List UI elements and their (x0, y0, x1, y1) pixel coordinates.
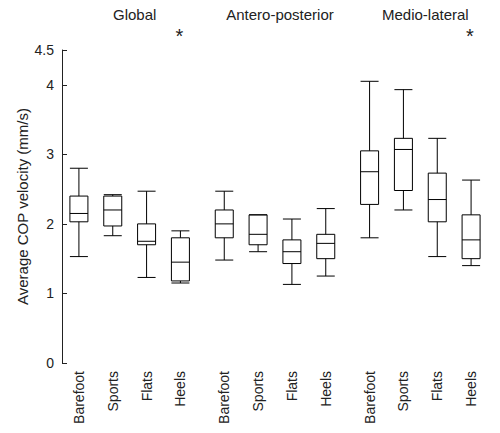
svg-text:Flats: Flats (429, 371, 445, 401)
svg-text:1: 1 (46, 285, 54, 301)
svg-text:Sports: Sports (105, 371, 121, 411)
svg-text:4.5: 4.5 (35, 42, 55, 58)
svg-text:3: 3 (46, 146, 54, 162)
svg-text:Heels: Heels (318, 371, 334, 407)
svg-text:Heels: Heels (172, 371, 188, 407)
svg-text:4: 4 (46, 77, 54, 93)
svg-text:Heels: Heels (463, 371, 479, 407)
svg-text:Sports: Sports (395, 371, 411, 411)
svg-text:Flats: Flats (284, 371, 300, 401)
svg-text:Barefoot: Barefoot (362, 371, 378, 424)
svg-text:Barefoot: Barefoot (71, 371, 87, 424)
svg-text:Flats: Flats (139, 371, 155, 401)
svg-text:2: 2 (46, 216, 54, 232)
svg-text:*: * (175, 25, 183, 47)
svg-text:*: * (466, 25, 474, 47)
svg-text:Barefoot: Barefoot (216, 371, 232, 424)
svg-text:Global: Global (113, 6, 156, 23)
svg-text:Sports: Sports (250, 371, 266, 411)
svg-text:Antero-posterior: Antero-posterior (226, 6, 334, 23)
svg-text:Medio-lateral: Medio-lateral (382, 6, 469, 23)
svg-text:0: 0 (46, 355, 54, 371)
svg-text:Average COP velocity (mm/s): Average COP velocity (mm/s) (14, 108, 31, 305)
